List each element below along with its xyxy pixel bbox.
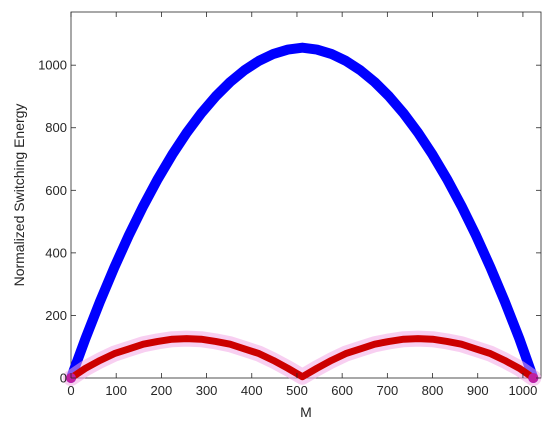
- series-1-line: [66, 42, 539, 383]
- y-tick-label: 400: [45, 245, 67, 260]
- x-tick-label: 300: [196, 383, 218, 398]
- series-2-endpoint-2: [528, 373, 539, 383]
- x-tick-label: 600: [331, 383, 353, 398]
- series-layer: [63, 42, 542, 386]
- plot-frame: [70, 11, 542, 379]
- x-tick-label: 200: [151, 383, 173, 398]
- x-tick-label: 0: [67, 383, 74, 398]
- y-tick-label: 600: [45, 183, 67, 198]
- x-axis-label: M: [300, 404, 312, 420]
- series-2-line: [67, 335, 537, 382]
- plot-area: 0 100 200 300 400 500 600 700 800 900 1000 0 200 400…: [38, 11, 542, 398]
- y-tick-label: 0: [60, 371, 67, 386]
- y-axis-ticks: 0 200 400 600 800 1000: [38, 58, 541, 386]
- x-axis-ticks: 0 100 200 300 400 500 600 700 800 900 1000: [67, 12, 537, 398]
- x-tick-label: 500: [286, 383, 308, 398]
- y-tick-label: 1000: [38, 58, 67, 73]
- x-tick-label: 100: [105, 383, 127, 398]
- y-tick-label: 800: [45, 120, 67, 135]
- y-axis-label: Normalized Switching Energy: [11, 104, 27, 287]
- y-tick-label: 200: [45, 308, 67, 323]
- x-tick-label: 900: [467, 383, 489, 398]
- x-tick-label: 1000: [508, 383, 537, 398]
- x-tick-label: 700: [376, 383, 398, 398]
- x-tick-label: 800: [422, 383, 444, 398]
- x-tick-label: 400: [241, 383, 263, 398]
